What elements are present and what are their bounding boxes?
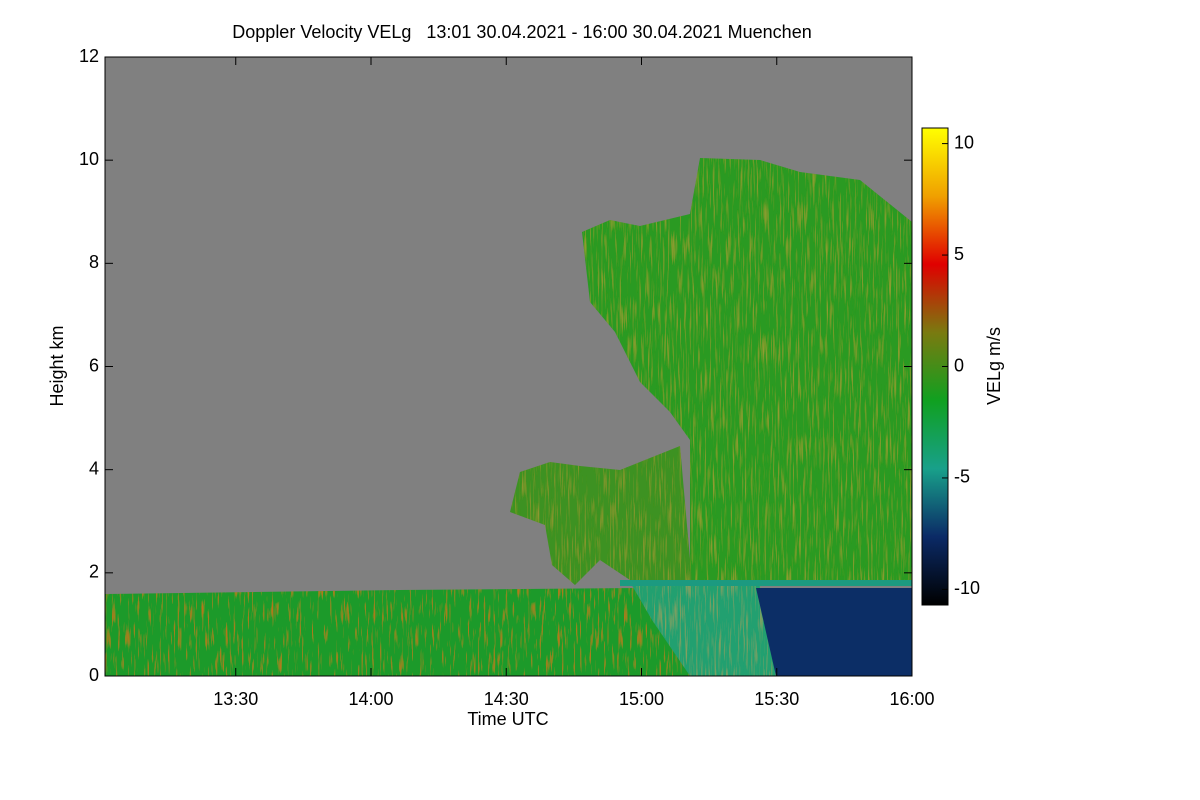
y-tick-label: 0 [89,665,99,685]
x-tick-label: 13:30 [213,689,258,709]
colorbar-tick-label: -5 [954,467,970,487]
x-tick-label: 16:00 [889,689,934,709]
chart-title: Doppler Velocity VELg 13:01 30.04.2021 -… [232,22,811,42]
y-tick-label: 12 [79,46,99,66]
colorbar-tick-label: -10 [954,578,980,598]
x-tick-label: 15:00 [619,689,664,709]
colorbar-title: VELg m/s [984,327,1004,405]
fall-streak [630,582,778,676]
y-tick-label: 2 [89,562,99,582]
x-tick-label: 14:00 [348,689,393,709]
cloud-lower [510,446,692,585]
x-axis-title: Time UTC [467,709,548,729]
colorbar-tick-label: 10 [954,132,974,152]
y-axis-title: Height km [47,325,67,406]
x-tick-label: 14:30 [484,689,529,709]
melting-layer [620,580,912,586]
x-tick-label: 15:30 [754,689,799,709]
rain-region [756,588,912,676]
y-tick-label: 10 [79,149,99,169]
boundary-layer [105,588,700,676]
colorbar-tick-label: 0 [954,355,964,375]
y-tick-label: 4 [89,458,99,478]
y-tick-label: 8 [89,252,99,272]
colorbar-tick-label: 5 [954,244,964,264]
y-tick-label: 6 [89,355,99,375]
radar-field [105,158,912,676]
cloud-upper [582,158,912,582]
